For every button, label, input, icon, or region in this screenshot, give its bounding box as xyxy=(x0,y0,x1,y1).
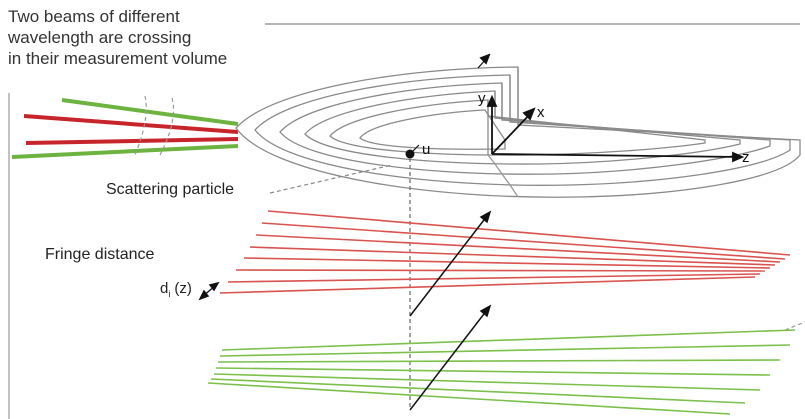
green-fringe-6 xyxy=(210,378,746,404)
volume-contour-4 xyxy=(304,90,741,165)
green-fringe-1 xyxy=(221,329,796,351)
red-fringe-5 xyxy=(243,257,771,269)
red-fringe-arrowhead xyxy=(479,210,492,224)
x-axis-arrow xyxy=(522,107,536,121)
green-fringe-2 xyxy=(219,344,791,357)
z-axis xyxy=(491,153,743,158)
red-beam-bottom xyxy=(25,137,239,145)
volume-contour-6 xyxy=(359,109,506,150)
fringe-symbol-d: d xyxy=(160,280,169,297)
axis-label-z: z xyxy=(742,149,750,166)
title-line-2: wavelength are crossing xyxy=(8,28,192,47)
red-fringe-1 xyxy=(267,210,791,256)
measurement-volume xyxy=(235,66,801,198)
volume-contour-1 xyxy=(235,66,801,198)
fringe-distance-symbol: di (z) xyxy=(160,280,192,299)
red-fringe-2 xyxy=(261,222,786,260)
volume-contour-3 xyxy=(279,82,771,175)
right-dashed-mark xyxy=(784,321,805,331)
x-axis xyxy=(491,111,533,155)
title-line-1: Two beams of different xyxy=(8,7,180,26)
green-beam-bottom xyxy=(11,144,239,159)
red-fringe-6 xyxy=(235,269,766,272)
particle-pointer xyxy=(409,144,420,155)
incoming-beams xyxy=(11,95,239,159)
volume-contour-5 xyxy=(329,99,706,156)
scattering-particle-label: Scattering particle xyxy=(106,181,235,198)
red-fringes xyxy=(219,210,791,294)
fringe-spacing-arrowhead-2 xyxy=(208,281,220,292)
green-fringes xyxy=(207,329,796,415)
title-line-3: in their measurement volume xyxy=(8,49,228,68)
green-fringe-5 xyxy=(213,373,761,391)
red-fringe-arrow xyxy=(409,215,488,317)
fringe-symbol-subscript: i xyxy=(168,289,171,299)
red-fringe-8 xyxy=(219,276,756,294)
fringe-spacing-arrowhead-1 xyxy=(198,289,210,301)
green-fringe-7 xyxy=(207,382,731,415)
fringe-symbol-arg: (z) xyxy=(174,280,192,297)
green-fringe-arrowhead xyxy=(479,304,492,318)
axis-label-x: x xyxy=(537,104,545,121)
green-fringe-arrow xyxy=(409,309,488,411)
red-fringe-7 xyxy=(227,273,761,283)
cut-edge-front xyxy=(487,154,519,198)
axis-label-y: y xyxy=(478,90,486,107)
green-beam-top xyxy=(61,98,239,126)
green-fringe-3 xyxy=(217,359,781,363)
top-arrow-head xyxy=(479,53,491,65)
scattering-particle-leader xyxy=(269,164,393,194)
y-axis-arrow xyxy=(486,94,498,107)
red-fringe-3 xyxy=(255,234,781,263)
fringe-distance-label: Fringe distance xyxy=(45,246,155,263)
volume-contour-2 xyxy=(254,74,791,186)
particle-label: u xyxy=(422,141,431,158)
red-beam-top xyxy=(23,114,239,134)
velocity-arrows xyxy=(198,210,492,411)
z-axis-arrow xyxy=(732,151,745,163)
green-fringe-4 xyxy=(215,367,771,376)
diagram-title: Two beams of different wavelength are cr… xyxy=(8,6,227,69)
coordinate-axes xyxy=(477,53,745,163)
red-fringe-4 xyxy=(249,246,776,266)
